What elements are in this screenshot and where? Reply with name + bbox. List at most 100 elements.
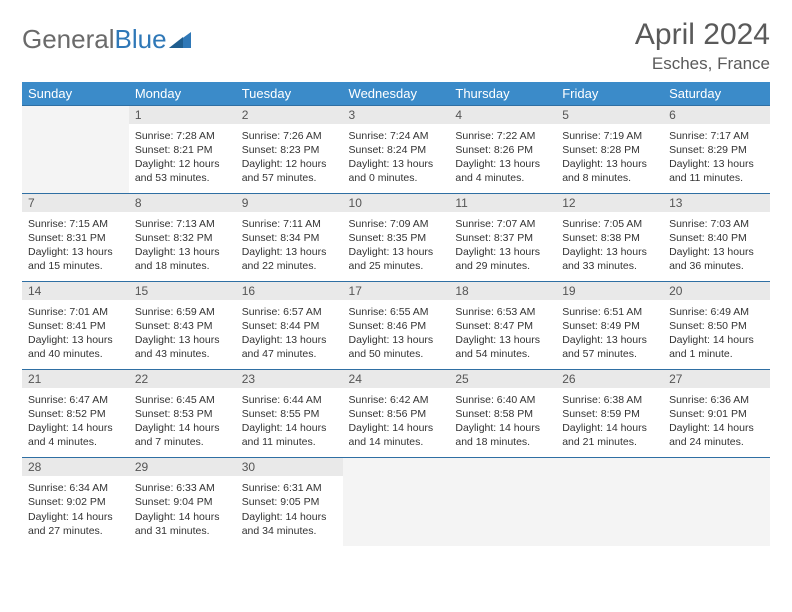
- dow-wednesday: Wednesday: [343, 82, 450, 106]
- dow-monday: Monday: [129, 82, 236, 106]
- daylight-line: Daylight: 13 hours and 43 minutes.: [135, 333, 230, 361]
- sunrise-line: Sunrise: 6:45 AM: [135, 393, 230, 407]
- daylight-line: Daylight: 14 hours and 4 minutes.: [28, 421, 123, 449]
- sunrise-line: Sunrise: 6:47 AM: [28, 393, 123, 407]
- day-number-cell: 26: [556, 370, 663, 388]
- sunset-line: Sunset: 8:29 PM: [669, 143, 764, 157]
- sunrise-line: Sunrise: 7:19 AM: [562, 129, 657, 143]
- dow-thursday: Thursday: [449, 82, 556, 106]
- sunrise-line: Sunrise: 6:34 AM: [28, 481, 123, 495]
- day-number-cell: 15: [129, 282, 236, 300]
- day-body-cell: Sunrise: 6:40 AMSunset: 8:58 PMDaylight:…: [449, 388, 556, 458]
- sunset-line: Sunset: 9:04 PM: [135, 495, 230, 509]
- day-body-cell: Sunrise: 7:13 AMSunset: 8:32 PMDaylight:…: [129, 212, 236, 282]
- day-number-cell: 2: [236, 106, 343, 124]
- day-number-cell: 21: [22, 370, 129, 388]
- daylight-line: Daylight: 13 hours and 50 minutes.: [349, 333, 444, 361]
- day-body-cell: Sunrise: 6:36 AMSunset: 9:01 PMDaylight:…: [663, 388, 770, 458]
- day-number-cell: 6: [663, 106, 770, 124]
- daylight-line: Daylight: 14 hours and 34 minutes.: [242, 510, 337, 538]
- day-body-cell: [22, 124, 129, 194]
- day-number-cell: [663, 458, 770, 476]
- daynum-row: 14151617181920: [22, 282, 770, 300]
- daylight-line: Daylight: 14 hours and 11 minutes.: [242, 421, 337, 449]
- day-body-cell: [556, 476, 663, 546]
- sunrise-line: Sunrise: 7:24 AM: [349, 129, 444, 143]
- month-title: April 2024: [635, 18, 770, 52]
- sunset-line: Sunset: 8:38 PM: [562, 231, 657, 245]
- week-row: Sunrise: 7:01 AMSunset: 8:41 PMDaylight:…: [22, 300, 770, 370]
- sunset-line: Sunset: 8:49 PM: [562, 319, 657, 333]
- day-body-cell: Sunrise: 6:42 AMSunset: 8:56 PMDaylight:…: [343, 388, 450, 458]
- daylight-line: Daylight: 13 hours and 54 minutes.: [455, 333, 550, 361]
- sunrise-line: Sunrise: 6:55 AM: [349, 305, 444, 319]
- day-number-cell: 22: [129, 370, 236, 388]
- day-body-cell: Sunrise: 6:38 AMSunset: 8:59 PMDaylight:…: [556, 388, 663, 458]
- day-number-cell: 8: [129, 194, 236, 212]
- sunrise-line: Sunrise: 7:15 AM: [28, 217, 123, 231]
- day-body-cell: Sunrise: 7:22 AMSunset: 8:26 PMDaylight:…: [449, 124, 556, 194]
- sunset-line: Sunset: 8:35 PM: [349, 231, 444, 245]
- day-body-cell: Sunrise: 7:26 AMSunset: 8:23 PMDaylight:…: [236, 124, 343, 194]
- day-body-cell: Sunrise: 7:17 AMSunset: 8:29 PMDaylight:…: [663, 124, 770, 194]
- day-body-cell: [663, 476, 770, 546]
- sunset-line: Sunset: 8:37 PM: [455, 231, 550, 245]
- daylight-line: Daylight: 12 hours and 57 minutes.: [242, 157, 337, 185]
- sunset-line: Sunset: 8:43 PM: [135, 319, 230, 333]
- day-number-cell: 18: [449, 282, 556, 300]
- day-number-cell: 9: [236, 194, 343, 212]
- sunset-line: Sunset: 8:41 PM: [28, 319, 123, 333]
- sunset-line: Sunset: 8:47 PM: [455, 319, 550, 333]
- sunrise-line: Sunrise: 7:11 AM: [242, 217, 337, 231]
- day-body-cell: Sunrise: 6:55 AMSunset: 8:46 PMDaylight:…: [343, 300, 450, 370]
- sunrise-line: Sunrise: 7:09 AM: [349, 217, 444, 231]
- sunrise-line: Sunrise: 6:44 AM: [242, 393, 337, 407]
- sunset-line: Sunset: 9:05 PM: [242, 495, 337, 509]
- daynum-row: 282930: [22, 458, 770, 476]
- day-number-cell: 29: [129, 458, 236, 476]
- sunset-line: Sunset: 8:23 PM: [242, 143, 337, 157]
- day-body-cell: Sunrise: 7:03 AMSunset: 8:40 PMDaylight:…: [663, 212, 770, 282]
- daylight-line: Daylight: 13 hours and 47 minutes.: [242, 333, 337, 361]
- sunrise-line: Sunrise: 7:05 AM: [562, 217, 657, 231]
- sunset-line: Sunset: 8:31 PM: [28, 231, 123, 245]
- sunset-line: Sunset: 8:28 PM: [562, 143, 657, 157]
- sunrise-line: Sunrise: 7:28 AM: [135, 129, 230, 143]
- daylight-line: Daylight: 14 hours and 24 minutes.: [669, 421, 764, 449]
- day-number-cell: 25: [449, 370, 556, 388]
- day-number-cell: 24: [343, 370, 450, 388]
- day-number-cell: 7: [22, 194, 129, 212]
- dow-row: Sunday Monday Tuesday Wednesday Thursday…: [22, 82, 770, 106]
- day-body-cell: Sunrise: 6:44 AMSunset: 8:55 PMDaylight:…: [236, 388, 343, 458]
- sunrise-line: Sunrise: 6:51 AM: [562, 305, 657, 319]
- day-number-cell: 1: [129, 106, 236, 124]
- sunrise-line: Sunrise: 7:22 AM: [455, 129, 550, 143]
- sunrise-line: Sunrise: 6:38 AM: [562, 393, 657, 407]
- day-number-cell: 16: [236, 282, 343, 300]
- brand-part1: General: [22, 24, 115, 55]
- day-number-cell: 5: [556, 106, 663, 124]
- day-number-cell: [449, 458, 556, 476]
- dow-tuesday: Tuesday: [236, 82, 343, 106]
- daylight-line: Daylight: 13 hours and 29 minutes.: [455, 245, 550, 273]
- day-body-cell: Sunrise: 7:24 AMSunset: 8:24 PMDaylight:…: [343, 124, 450, 194]
- day-number-cell: [343, 458, 450, 476]
- sunrise-line: Sunrise: 6:33 AM: [135, 481, 230, 495]
- day-body-cell: Sunrise: 6:33 AMSunset: 9:04 PMDaylight:…: [129, 476, 236, 546]
- daynum-row: 21222324252627: [22, 370, 770, 388]
- daylight-line: Daylight: 14 hours and 14 minutes.: [349, 421, 444, 449]
- day-body-cell: Sunrise: 7:01 AMSunset: 8:41 PMDaylight:…: [22, 300, 129, 370]
- week-row: Sunrise: 6:34 AMSunset: 9:02 PMDaylight:…: [22, 476, 770, 546]
- day-number-cell: 10: [343, 194, 450, 212]
- day-body-cell: Sunrise: 6:34 AMSunset: 9:02 PMDaylight:…: [22, 476, 129, 546]
- daylight-line: Daylight: 13 hours and 8 minutes.: [562, 157, 657, 185]
- daylight-line: Daylight: 13 hours and 11 minutes.: [669, 157, 764, 185]
- sunrise-line: Sunrise: 6:59 AM: [135, 305, 230, 319]
- location: Esches, France: [635, 54, 770, 74]
- sunset-line: Sunset: 8:40 PM: [669, 231, 764, 245]
- daynum-row: 123456: [22, 106, 770, 124]
- daylight-line: Daylight: 13 hours and 33 minutes.: [562, 245, 657, 273]
- sunset-line: Sunset: 9:01 PM: [669, 407, 764, 421]
- day-body-cell: Sunrise: 6:47 AMSunset: 8:52 PMDaylight:…: [22, 388, 129, 458]
- day-number-cell: 4: [449, 106, 556, 124]
